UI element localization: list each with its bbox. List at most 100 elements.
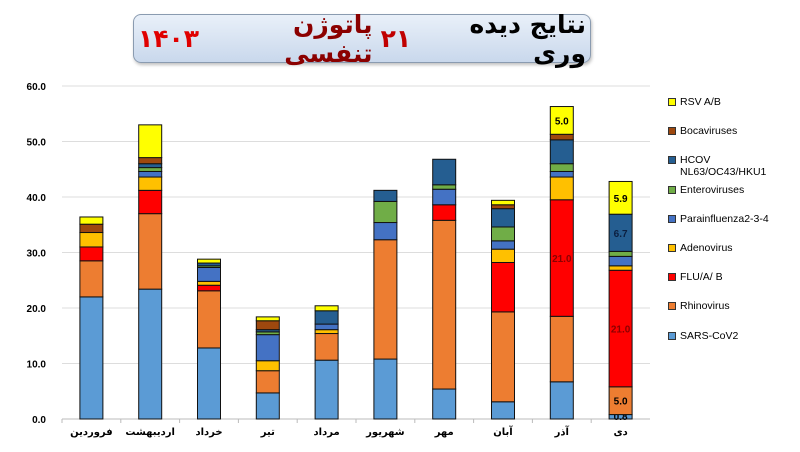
bar-segment-parainfluenza2-3-4: [197, 266, 221, 282]
legend-label: SARS-CoV2: [680, 330, 739, 342]
data-label: 21.0: [611, 325, 631, 336]
bar-segment-sars-cov2: [255, 392, 280, 420]
bar-segment-sars-cov2: [79, 296, 104, 420]
bar-segment-parainfluenza2-3-4: [491, 240, 515, 250]
bar-segment-bocaviruses: [138, 157, 163, 165]
bar-segment-adenovirus: [608, 265, 633, 271]
legend-item: Parainfluenza2-3-4: [668, 213, 793, 225]
bar-segment-rhinovirus: [255, 370, 280, 394]
bar-segment-parainfluenza2-3-4: [373, 222, 398, 241]
bar-segment-enteroviruses: [138, 167, 163, 172]
bar-segment-rsv-a-b: [197, 258, 221, 264]
bar-segment-rhinovirus: [373, 239, 398, 360]
bar-segment-adenovirus: [314, 329, 339, 335]
bar-segment-flu-a-b: [79, 246, 104, 262]
title-part-3: پاتوژن تنفسی: [284, 9, 373, 68]
legend-swatch: [668, 98, 676, 106]
bar-segment-hcov-nl63-oc43-hku1: [491, 208, 515, 228]
legend-swatch: [668, 215, 676, 223]
legend-swatch: [668, 273, 676, 281]
bar-segment-sars-cov2: [491, 401, 515, 420]
legend-swatch: [668, 127, 676, 135]
legend-item: Adenovirus: [668, 242, 793, 254]
y-tick-label: 60.0: [27, 82, 47, 93]
x-tick-label: مرداد: [314, 427, 340, 438]
bar-segment-enteroviruses: [373, 200, 398, 224]
legend-label: Rhinovirus: [680, 300, 730, 312]
bar-segment-flu-a-b: [432, 204, 457, 221]
bar-segment-rsv-a-b: [314, 305, 339, 312]
bar-segment-sars-cov2: [138, 288, 163, 420]
legend-item: RSV A/B: [668, 96, 793, 108]
y-tick-label: 50.0: [27, 138, 47, 149]
bar-segment-bocaviruses: [79, 223, 104, 234]
x-tick-label: خرداد: [195, 427, 222, 438]
title-part-2: ۲۱: [380, 24, 412, 53]
bar-segment-parainfluenza2-3-4: [608, 255, 633, 267]
bar-segment-rhinovirus: [314, 333, 339, 361]
legend-label: FLU/A/ B: [680, 271, 723, 283]
legend-item: SARS-CoV2: [668, 330, 793, 342]
bar-segment-rsv-a-b: [79, 216, 104, 225]
bar-segment-hcov-nl63-oc43-hku1: [432, 158, 457, 186]
data-label: 5.9: [614, 194, 628, 205]
bar-segment-sars-cov2: [197, 347, 221, 420]
bar-segment-bocaviruses: [549, 133, 574, 141]
y-tick-label: 30.0: [27, 249, 47, 260]
bar-segment-rsv-a-b: [138, 124, 163, 159]
bar-segment-rhinovirus: [491, 311, 515, 403]
bar-segment-rhinovirus: [549, 315, 574, 383]
bar-segment-flu-a-b: [491, 261, 515, 313]
bar-segment-rhinovirus: [138, 213, 163, 290]
bar-segment-parainfluenza2-3-4: [432, 188, 457, 206]
legend-label: Parainfluenza2-3-4: [680, 213, 769, 225]
bar-segment-enteroviruses: [608, 250, 633, 257]
bar-segment-rsv-a-b: [491, 199, 515, 206]
bar-segment-adenovirus: [491, 248, 515, 263]
y-tick-label: 40.0: [27, 193, 47, 204]
legend-item: HCOV NL63/OC43/HKU1: [668, 154, 793, 178]
data-label: 5.0: [614, 397, 628, 408]
data-label: 6.7: [614, 229, 628, 240]
legend-item: FLU/A/ B: [668, 271, 793, 283]
bar-segment-sars-cov2: [432, 388, 457, 420]
bar-segment-hcov-nl63-oc43-hku1: [373, 189, 398, 202]
bar-segment-sars-cov2: [314, 359, 339, 420]
bar-segment-parainfluenza2-3-4: [549, 170, 574, 178]
bar-segment-adenovirus: [549, 176, 574, 201]
chart-title: نتایج دیده وری ۲۱ پاتوژن تنفسی ۱۴۰۳: [133, 10, 591, 68]
legend-swatch: [668, 186, 676, 194]
title-part-1: نتایج دیده وری: [469, 9, 586, 68]
legend-label: HCOV NL63/OC43/HKU1: [680, 154, 767, 178]
bar-segment-adenovirus: [197, 280, 221, 286]
legend-item: Rhinovirus: [668, 300, 793, 312]
x-tick-label: آبان: [493, 425, 513, 438]
x-tick-label: شهریور: [365, 427, 405, 438]
bar-segment-parainfluenza2-3-4: [255, 334, 280, 362]
bar-segment-sars-cov2: [373, 358, 398, 420]
y-tick-label: 10.0: [27, 360, 47, 371]
bar-segment-hcov-nl63-oc43-hku1: [138, 163, 163, 169]
legend-label: Adenovirus: [680, 242, 733, 254]
legend-swatch: [668, 244, 676, 252]
legend-label: RSV A/B: [680, 96, 721, 108]
bar-segment-rsv-a-b: [549, 106, 574, 135]
x-tick-label: دی: [613, 427, 627, 438]
bar-segment-sars-cov2: [549, 381, 574, 420]
bar-segment-rhinovirus: [79, 260, 104, 298]
title-part-4: ۱۴۰۳: [138, 24, 200, 53]
bar-segment-adenovirus: [138, 176, 163, 191]
bar-segment-rhinovirus: [197, 290, 221, 349]
bar-segment-adenovirus: [79, 232, 104, 248]
bar-segment-parainfluenza2-3-4: [138, 170, 163, 178]
y-tick-label: 20.0: [27, 304, 47, 315]
x-tick-label: آذر: [554, 425, 570, 438]
legend-swatch: [668, 332, 676, 340]
x-tick-label: فروردین: [70, 427, 113, 438]
bar-segment-rsv-a-b: [608, 180, 633, 215]
bar-segment-rsv-a-b: [255, 316, 280, 322]
x-tick-label: اردیبهشت: [125, 427, 175, 438]
data-label: 5.0: [555, 116, 569, 127]
bar-segment-adenovirus: [255, 360, 280, 372]
